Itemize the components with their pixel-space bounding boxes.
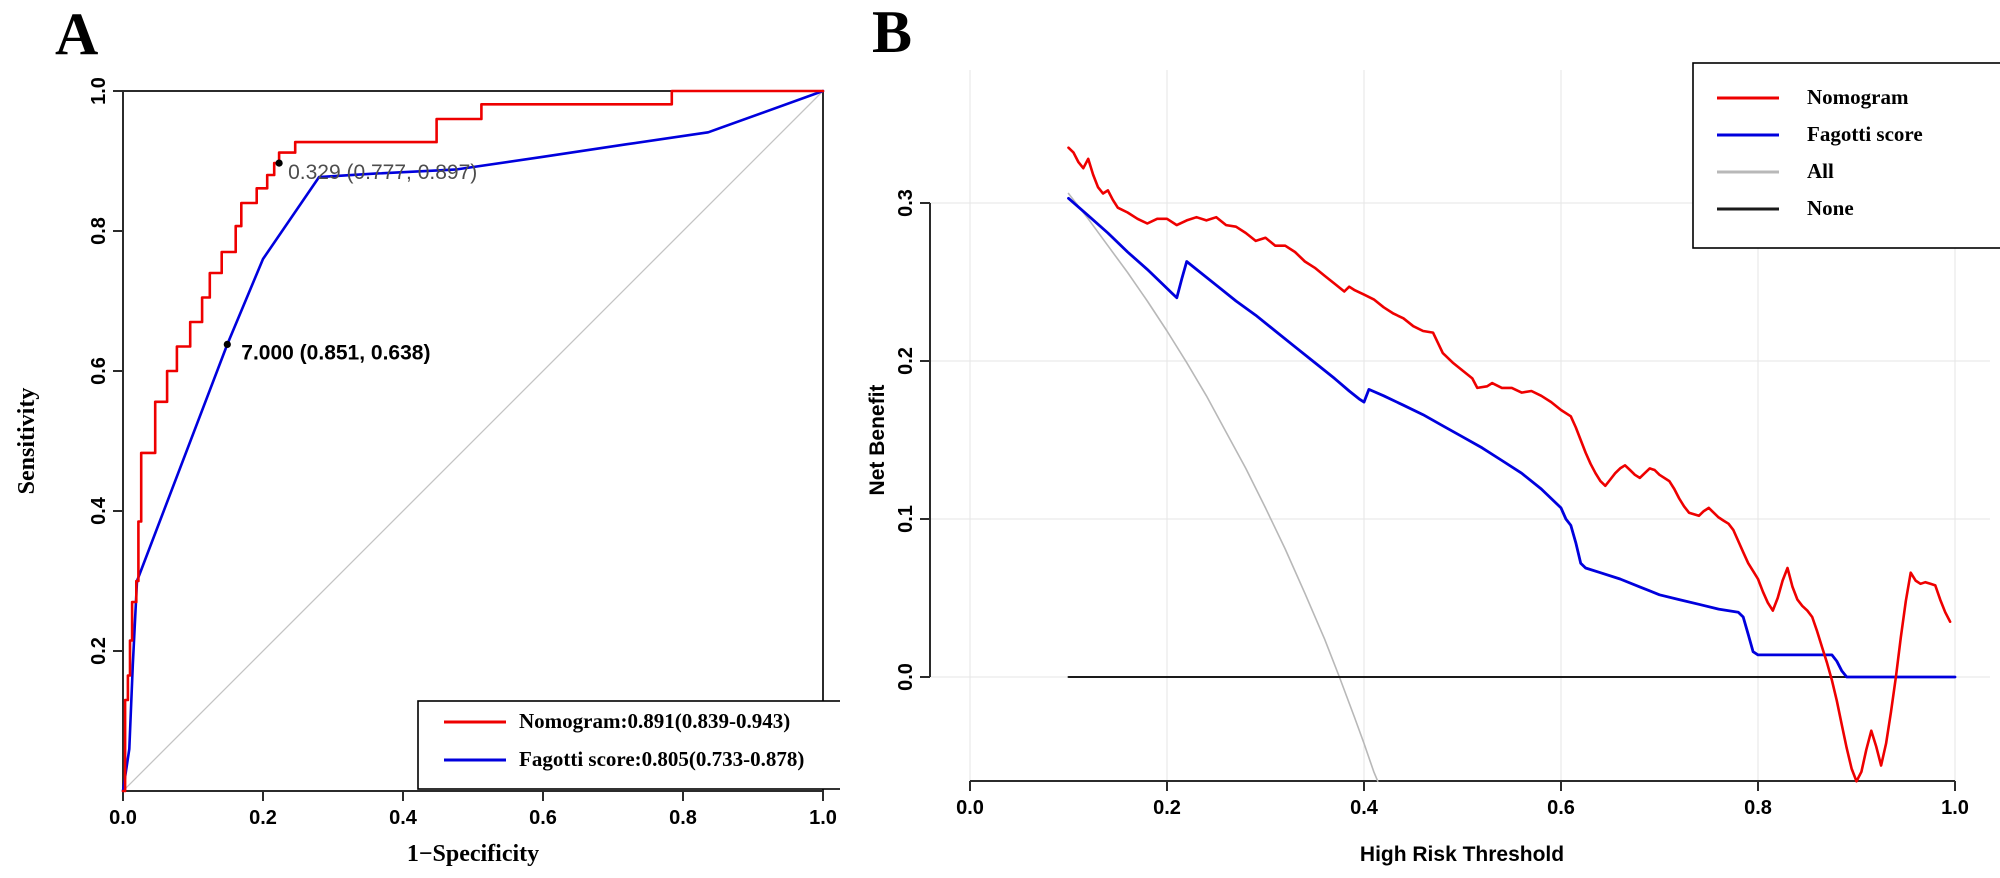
series-fagotti-score: [1067, 196, 1957, 679]
legend: Nomogram:0.891(0.839-0.943) Fagotti score…: [417, 700, 840, 790]
svg-text:0.8: 0.8: [1744, 797, 1772, 819]
svg-text:0.6: 0.6: [1547, 797, 1575, 819]
svg-text:0.6: 0.6: [88, 357, 110, 385]
svg-text:0.1: 0.1: [895, 505, 917, 533]
svg-text:0.8: 0.8: [669, 807, 697, 829]
panel-b-letter: B: [872, 0, 913, 65]
svg-text:0.0: 0.0: [956, 797, 984, 819]
svg-text:0.0: 0.0: [109, 807, 137, 829]
x-axis-title: High Risk Threshold: [1360, 843, 1564, 866]
svg-text:0.2: 0.2: [88, 637, 110, 665]
legend-label: All: [1807, 159, 1834, 183]
series-fagotti-score: [121, 89, 825, 793]
legend-label: Nomogram: [1807, 85, 1909, 109]
svg-text:0.4: 0.4: [88, 496, 110, 525]
svg-text:0.3: 0.3: [895, 189, 917, 217]
svg-text:0.0: 0.0: [895, 663, 917, 691]
tick-labels: 0.0 0.2 0.4 0.6 0.8 1.0 0.2 0.4 0.6 0.8 1.0: [88, 77, 837, 829]
gridlines: [930, 70, 1990, 781]
svg-text:0.2: 0.2: [1153, 797, 1181, 819]
svg-text:0.4: 0.4: [1350, 797, 1379, 819]
svg-text:1.0: 1.0: [88, 77, 110, 105]
legend-label: Fagotti score:0.805(0.733-0.878): [519, 747, 804, 771]
svg-text:0.6: 0.6: [529, 807, 557, 829]
annotation-cutoff: 0.329 (0.777, 0.897): [275, 159, 477, 184]
legend-label: Fagotti score: [1807, 122, 1923, 146]
svg-text:1.0: 1.0: [1941, 797, 1969, 819]
axes: [920, 202, 1956, 791]
svg-text:1.0: 1.0: [809, 807, 837, 829]
panel-a-letter: A: [55, 1, 99, 67]
axes: [113, 90, 824, 801]
svg-text:0.2: 0.2: [895, 347, 917, 375]
y-axis-title: Sensitivity: [14, 388, 40, 495]
svg-text:0.2: 0.2: [249, 807, 277, 829]
svg-text:7.000 (0.851, 0.638): 7.000 (0.851, 0.638): [241, 341, 430, 364]
svg-text:0.8: 0.8: [88, 217, 110, 245]
legend: Nomogram Fagotti score All None: [1692, 62, 2000, 249]
series-all: [1067, 192, 1379, 783]
series-reference-diagonal: [122, 90, 824, 792]
svg-text:0.329 (0.777, 0.897): 0.329 (0.777, 0.897): [288, 161, 477, 184]
svg-text:0.4: 0.4: [389, 807, 418, 829]
legend-label: Nomogram:0.891(0.839-0.943): [519, 709, 790, 733]
legend-label: None: [1807, 196, 1854, 220]
tick-labels: 0.0 0.2 0.4 0.6 0.8 1.0 0.0 0.1 0.2 0.3: [895, 189, 1969, 819]
x-axis-title: 1−Specificity: [407, 841, 539, 867]
y-axis-title: Net Benefit: [866, 385, 889, 496]
roc-curve-chart: 0.0 0.2 0.4 0.6 0.8 1.0 0.2 0.4 0.6 0.8 1.0 1−Speci…: [14, 77, 840, 867]
series-nomogram: [121, 89, 825, 793]
annotation-cutoff: 7.000 (0.851, 0.638): [223, 340, 430, 364]
series-nomogram: [1067, 146, 1952, 783]
decision-curve-chart: 0.0 0.2 0.4 0.6 0.8 1.0 0.0 0.1 0.2 0.3 High Risk …: [866, 62, 2000, 866]
